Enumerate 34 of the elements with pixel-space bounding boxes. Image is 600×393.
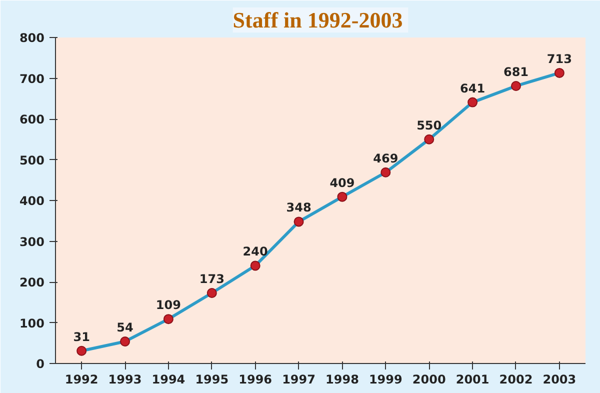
data-label: 713 <box>546 52 572 66</box>
y-tick-label: 0 <box>36 357 45 371</box>
x-tick-label: 1994 <box>152 372 186 386</box>
x-tick-label: 1995 <box>195 372 229 386</box>
data-label: 173 <box>199 272 224 286</box>
x-tick-label: 1997 <box>282 372 316 386</box>
x-tick-label: 1993 <box>108 372 142 386</box>
x-tick-label: 2000 <box>412 372 446 386</box>
data-label: 469 <box>373 151 398 166</box>
x-tick-label: 1999 <box>368 372 402 386</box>
data-label: 641 <box>460 81 486 96</box>
data-label: 348 <box>286 200 312 215</box>
y-tick-label: 800 <box>19 31 45 45</box>
x-tick-label: 2003 <box>542 372 576 386</box>
data-label: 31 <box>73 330 90 344</box>
y-tick-label: 600 <box>19 112 45 126</box>
x-tick-label: 1992 <box>64 372 98 386</box>
y-tick-label: 100 <box>19 316 45 330</box>
y-tick-label: 300 <box>19 234 45 249</box>
y-tick-label: 200 <box>19 276 45 290</box>
x-tick-label: 1996 <box>238 372 272 386</box>
x-tick-label: 2001 <box>456 372 490 386</box>
y-tick-label: 700 <box>19 72 45 86</box>
data-label: 54 <box>116 320 134 334</box>
y-tick-label: 500 <box>19 153 45 168</box>
x-tick-label: 2002 <box>499 372 533 386</box>
data-label: 550 <box>416 118 442 132</box>
data-label: 240 <box>242 244 268 259</box>
y-tick-label: 400 <box>19 194 45 208</box>
data-label: 681 <box>503 64 529 79</box>
data-label: 109 <box>156 298 181 312</box>
data-label: 409 <box>330 176 355 190</box>
x-tick-label: 1998 <box>326 372 359 386</box>
chart-title: Staff in 1992-2003 <box>232 8 403 32</box>
